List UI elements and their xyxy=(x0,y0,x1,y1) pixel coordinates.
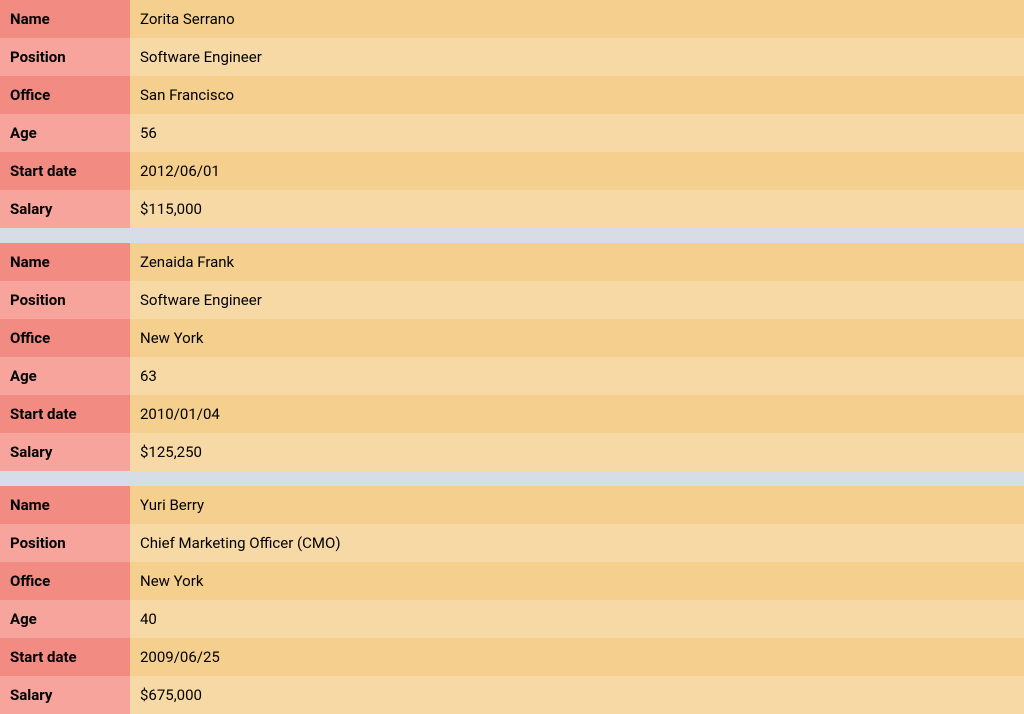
value-salary: $125,250 xyxy=(130,433,1024,471)
value-age: 40 xyxy=(130,600,1024,638)
label-salary: Salary xyxy=(0,676,130,714)
label-name: Name xyxy=(0,243,130,281)
value-start-date: 2010/01/04 xyxy=(130,395,1024,433)
label-start-date: Start date xyxy=(0,638,130,676)
label-name: Name xyxy=(0,486,130,524)
value-salary: $115,000 xyxy=(130,190,1024,228)
table-row: Position Chief Marketing Officer (CMO) xyxy=(0,524,1024,562)
label-salary: Salary xyxy=(0,190,130,228)
table-row: Start date 2012/06/01 xyxy=(0,152,1024,190)
table-row: Position Software Engineer xyxy=(0,38,1024,76)
label-position: Position xyxy=(0,281,130,319)
table-row: Office New York xyxy=(0,562,1024,600)
table-row: Age 40 xyxy=(0,600,1024,638)
value-position: Software Engineer xyxy=(130,38,1024,76)
value-position: Software Engineer xyxy=(130,281,1024,319)
label-office: Office xyxy=(0,319,130,357)
table-row: Age 56 xyxy=(0,114,1024,152)
table-row: Name Zorita Serrano xyxy=(0,0,1024,38)
label-position: Position xyxy=(0,38,130,76)
label-name: Name xyxy=(0,0,130,38)
table-row: Start date 2010/01/04 xyxy=(0,395,1024,433)
label-position: Position xyxy=(0,524,130,562)
table-row: Start date 2009/06/25 xyxy=(0,638,1024,676)
label-start-date: Start date xyxy=(0,152,130,190)
label-age: Age xyxy=(0,114,130,152)
records-container: Name Zorita Serrano Position Software En… xyxy=(0,0,1024,714)
value-start-date: 2009/06/25 xyxy=(130,638,1024,676)
value-position: Chief Marketing Officer (CMO) xyxy=(130,524,1024,562)
value-age: 63 xyxy=(130,357,1024,395)
label-age: Age xyxy=(0,357,130,395)
record: Name Zenaida Frank Position Software Eng… xyxy=(0,243,1024,471)
value-name: Zorita Serrano xyxy=(130,0,1024,38)
value-salary: $675,000 xyxy=(130,676,1024,714)
label-salary: Salary xyxy=(0,433,130,471)
value-name: Yuri Berry xyxy=(130,486,1024,524)
value-name: Zenaida Frank xyxy=(130,243,1024,281)
value-start-date: 2012/06/01 xyxy=(130,152,1024,190)
label-office: Office xyxy=(0,76,130,114)
label-office: Office xyxy=(0,562,130,600)
table-row: Position Software Engineer xyxy=(0,281,1024,319)
value-office: San Francisco xyxy=(130,76,1024,114)
value-age: 56 xyxy=(130,114,1024,152)
record-separator xyxy=(0,471,1024,486)
value-office: New York xyxy=(130,319,1024,357)
record: Name Yuri Berry Position Chief Marketing… xyxy=(0,486,1024,714)
table-row: Salary $115,000 xyxy=(0,190,1024,228)
table-row: Age 63 xyxy=(0,357,1024,395)
table-row: Office New York xyxy=(0,319,1024,357)
label-start-date: Start date xyxy=(0,395,130,433)
table-row: Name Yuri Berry xyxy=(0,486,1024,524)
table-row: Salary $675,000 xyxy=(0,676,1024,714)
record-separator xyxy=(0,228,1024,243)
label-age: Age xyxy=(0,600,130,638)
value-office: New York xyxy=(130,562,1024,600)
table-row: Office San Francisco xyxy=(0,76,1024,114)
table-row: Salary $125,250 xyxy=(0,433,1024,471)
table-row: Name Zenaida Frank xyxy=(0,243,1024,281)
record: Name Zorita Serrano Position Software En… xyxy=(0,0,1024,228)
